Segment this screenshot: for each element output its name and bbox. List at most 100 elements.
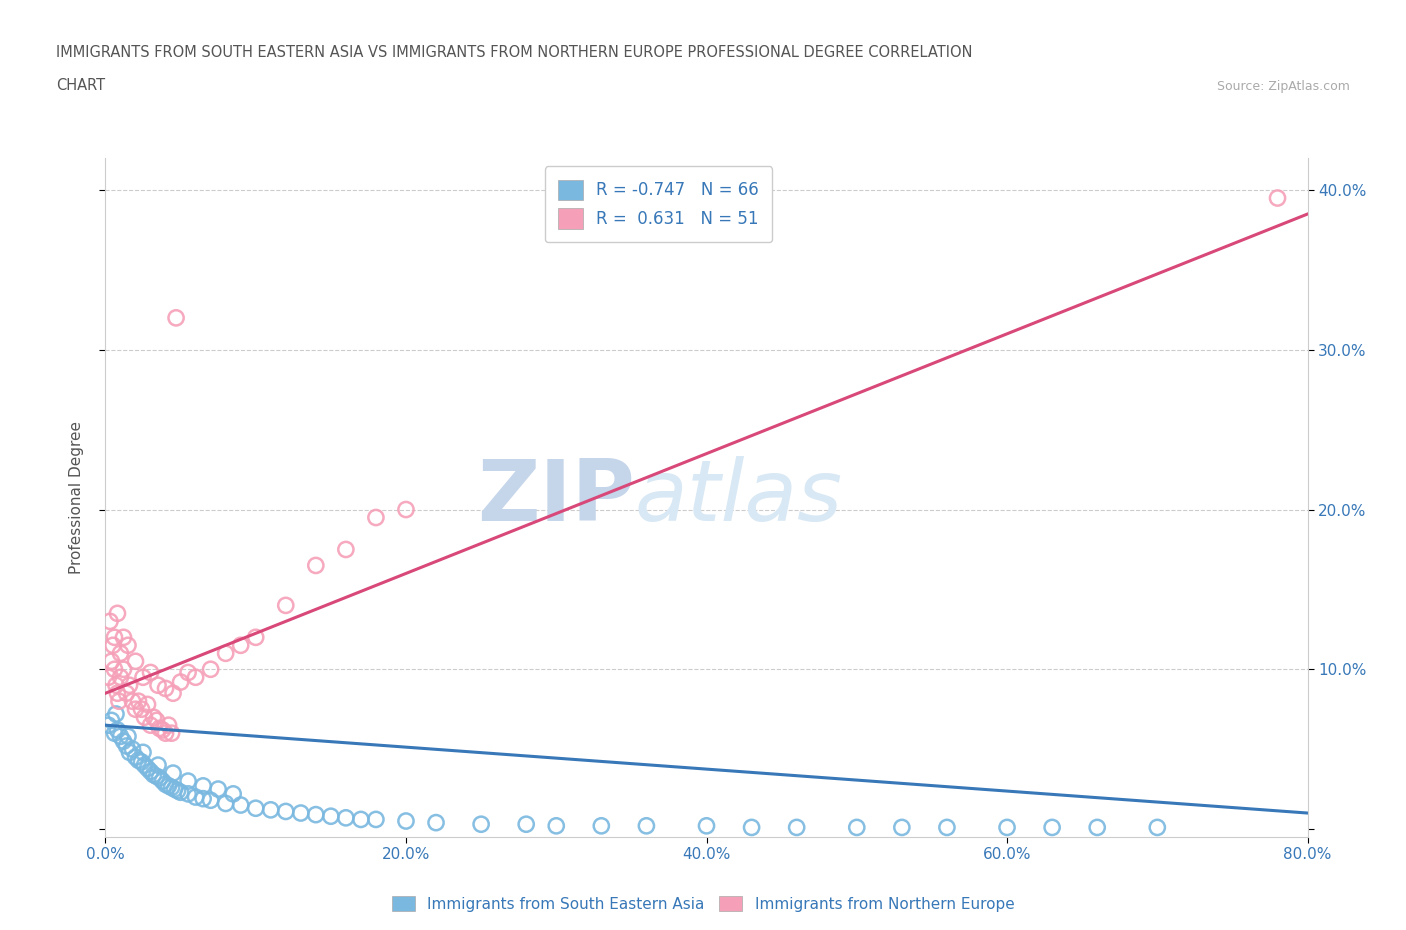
Point (162, 765, 184, 780)
Point (157, 778, 180, 793)
Point (110, 645, 132, 660)
Point (350, 812, 373, 827)
Point (260, 803, 283, 817)
Point (124, 654, 146, 669)
Point (207, 781, 229, 796)
Point (425, 816, 447, 830)
Point (101, 638, 124, 653)
Point (470, 817, 492, 831)
Point (155, 725, 177, 740)
Point (107, 723, 129, 737)
Y-axis label: Professional Degree: Professional Degree (69, 421, 84, 574)
Point (741, 820, 763, 835)
Point (162, 685, 184, 700)
Point (110, 670, 132, 684)
Legend: Immigrants from South Eastern Asia, Immigrants from Northern Europe: Immigrants from South Eastern Asia, Immi… (385, 889, 1021, 918)
Point (155, 681, 177, 696)
Point (222, 787, 245, 802)
Point (184, 790, 207, 804)
Point (131, 702, 153, 717)
Point (112, 734, 135, 749)
Point (103, 725, 125, 740)
Point (148, 721, 170, 736)
Point (112, 662, 135, 677)
Point (364, 510, 387, 525)
Point (936, 820, 959, 835)
Point (214, 796, 236, 811)
Point (146, 678, 169, 693)
Point (107, 606, 129, 621)
Point (97, 718, 120, 733)
Point (290, 805, 312, 820)
Point (1267, 191, 1289, 206)
Point (200, 662, 222, 677)
Point (110, 729, 132, 744)
Point (155, 777, 177, 791)
Point (229, 798, 252, 813)
Point (169, 785, 191, 800)
Text: Source: ZipAtlas.com: Source: ZipAtlas.com (1216, 80, 1350, 93)
Legend: R = -0.747   N = 66, R =  0.631   N = 51: R = -0.747 N = 66, R = 0.631 N = 51 (544, 166, 772, 242)
Point (184, 670, 207, 684)
Point (118, 745, 141, 760)
Point (245, 801, 267, 816)
Point (890, 820, 912, 835)
Point (335, 542, 357, 557)
Point (112, 630, 135, 644)
Point (696, 818, 718, 833)
Point (132, 670, 155, 684)
Point (128, 753, 150, 768)
Point (148, 770, 170, 785)
Point (142, 767, 165, 782)
Text: atlas: atlas (634, 456, 842, 539)
Point (274, 804, 297, 819)
Point (335, 810, 357, 825)
Point (98, 614, 121, 629)
Point (152, 774, 174, 789)
Point (160, 780, 183, 795)
Point (139, 665, 162, 680)
Point (191, 778, 214, 793)
Point (118, 678, 141, 693)
Point (128, 694, 150, 709)
Point (132, 745, 155, 760)
Point (995, 820, 1018, 835)
Point (305, 807, 328, 822)
Point (166, 783, 188, 798)
Point (100, 713, 122, 728)
Point (100, 654, 122, 669)
Point (115, 738, 138, 753)
Point (136, 761, 159, 776)
Point (124, 702, 146, 717)
Point (103, 662, 125, 677)
Point (177, 774, 200, 789)
Point (104, 678, 127, 693)
Point (305, 558, 328, 573)
Point (245, 630, 267, 644)
Text: ZIP: ZIP (477, 456, 634, 539)
Point (395, 502, 418, 517)
Point (121, 694, 143, 709)
Point (117, 638, 139, 653)
Point (131, 754, 153, 769)
Point (364, 812, 387, 827)
Point (139, 764, 162, 779)
Point (786, 820, 808, 835)
Point (117, 729, 139, 744)
Point (145, 713, 167, 728)
Point (1146, 820, 1168, 835)
Text: CHART: CHART (56, 78, 105, 93)
Point (636, 818, 658, 833)
Point (591, 818, 613, 833)
Point (395, 814, 418, 829)
Point (1040, 820, 1063, 835)
Point (214, 645, 236, 660)
Point (97, 670, 120, 684)
Point (274, 598, 297, 613)
Point (108, 694, 131, 709)
Point (142, 710, 165, 724)
Point (121, 742, 143, 757)
Point (546, 818, 568, 833)
Point (319, 809, 342, 824)
Point (191, 791, 214, 806)
